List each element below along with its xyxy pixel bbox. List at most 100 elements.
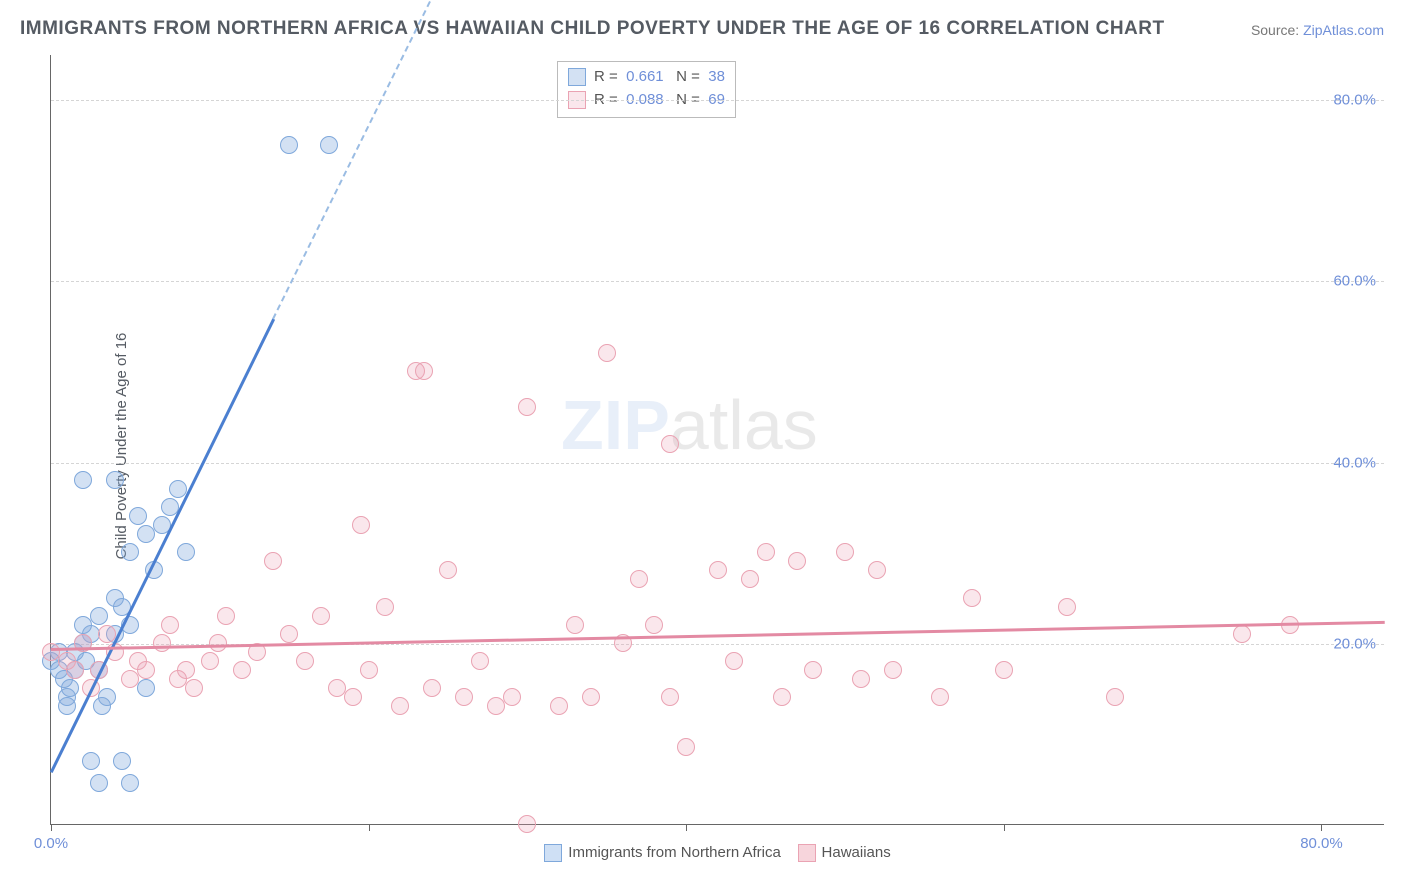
data-point [280, 625, 298, 643]
data-point [58, 697, 76, 715]
data-point [423, 679, 441, 697]
watermark-atlas: atlas [670, 386, 818, 464]
data-point [113, 752, 131, 770]
data-point [725, 652, 743, 670]
data-point [98, 625, 116, 643]
data-point [598, 344, 616, 362]
data-point [320, 136, 338, 154]
legend-n-value: 69 [708, 91, 725, 108]
source-link[interactable]: ZipAtlas.com [1303, 22, 1384, 38]
legend-swatch [568, 68, 586, 86]
data-point [630, 570, 648, 588]
data-point [344, 688, 362, 706]
data-point [61, 679, 79, 697]
watermark-zip: ZIP [561, 386, 670, 464]
data-point [121, 543, 139, 561]
legend-series-label: Immigrants from Northern Africa [568, 844, 781, 861]
data-point [376, 598, 394, 616]
gridline [51, 281, 1384, 282]
data-point [566, 616, 584, 634]
data-point [137, 661, 155, 679]
x-tick [1321, 824, 1322, 831]
data-point [773, 688, 791, 706]
data-point [804, 661, 822, 679]
data-point [360, 661, 378, 679]
data-point [415, 362, 433, 380]
y-tick-label: 20.0% [1333, 635, 1376, 652]
chart-title: IMMIGRANTS FROM NORTHERN AFRICA VS HAWAI… [20, 18, 1165, 40]
legend-n-label: N = [676, 91, 700, 108]
y-tick-label: 80.0% [1333, 92, 1376, 109]
data-point [209, 634, 227, 652]
data-point [106, 471, 124, 489]
legend-n-value: 38 [708, 68, 725, 85]
data-point [471, 652, 489, 670]
x-tick-label: 80.0% [1300, 835, 1343, 852]
data-point [391, 697, 409, 715]
data-point [233, 661, 251, 679]
data-point [550, 697, 568, 715]
x-tick-label: 0.0% [34, 835, 68, 852]
watermark: ZIPatlas [561, 385, 818, 465]
data-point [352, 516, 370, 534]
data-point [1106, 688, 1124, 706]
data-point [661, 435, 679, 453]
data-point [137, 525, 155, 543]
trendline-extrapolated [272, 0, 448, 319]
gridline [51, 463, 1384, 464]
data-point [677, 738, 695, 756]
data-point [836, 543, 854, 561]
source-prefix: Source: [1251, 22, 1303, 38]
data-point [995, 661, 1013, 679]
stats-legend: R = 0.661 N = 38R = 0.088 N = 69 [557, 61, 736, 118]
data-point [1058, 598, 1076, 616]
y-tick-label: 60.0% [1333, 273, 1376, 290]
data-point [312, 607, 330, 625]
data-point [582, 688, 600, 706]
x-tick [686, 824, 687, 831]
data-point [153, 634, 171, 652]
data-point [90, 607, 108, 625]
data-point [852, 670, 870, 688]
plot-area: ZIPatlas R = 0.661 N = 38R = 0.088 N = 6… [50, 55, 1384, 825]
data-point [177, 543, 195, 561]
trendline [51, 621, 1385, 651]
legend-r-label: R = [594, 68, 618, 85]
data-point [1233, 625, 1251, 643]
data-point [121, 670, 139, 688]
data-point [487, 697, 505, 715]
data-point [645, 616, 663, 634]
legend-r-value: 0.088 [626, 91, 664, 108]
data-point [217, 607, 235, 625]
data-point [66, 661, 84, 679]
data-point [884, 661, 902, 679]
data-point [137, 679, 155, 697]
x-tick [369, 824, 370, 831]
trendline [50, 318, 275, 772]
data-point [455, 688, 473, 706]
data-point [74, 471, 92, 489]
data-point [82, 752, 100, 770]
data-point [709, 561, 727, 579]
x-tick [51, 824, 52, 831]
data-point [280, 136, 298, 154]
data-point [90, 774, 108, 792]
data-point [201, 652, 219, 670]
x-tick [1004, 824, 1005, 831]
data-point [757, 543, 775, 561]
legend-n-label: N = [676, 68, 700, 85]
data-point [788, 552, 806, 570]
data-point [741, 570, 759, 588]
legend-r-value: 0.661 [626, 68, 664, 85]
data-point [963, 589, 981, 607]
data-point [931, 688, 949, 706]
legend-swatch [544, 844, 562, 862]
data-point [129, 507, 147, 525]
data-point [868, 561, 886, 579]
data-point [518, 398, 536, 416]
data-point [439, 561, 457, 579]
data-point [518, 815, 536, 833]
data-point [185, 679, 203, 697]
data-point [121, 774, 139, 792]
source-label: Source: ZipAtlas.com [1251, 22, 1384, 38]
